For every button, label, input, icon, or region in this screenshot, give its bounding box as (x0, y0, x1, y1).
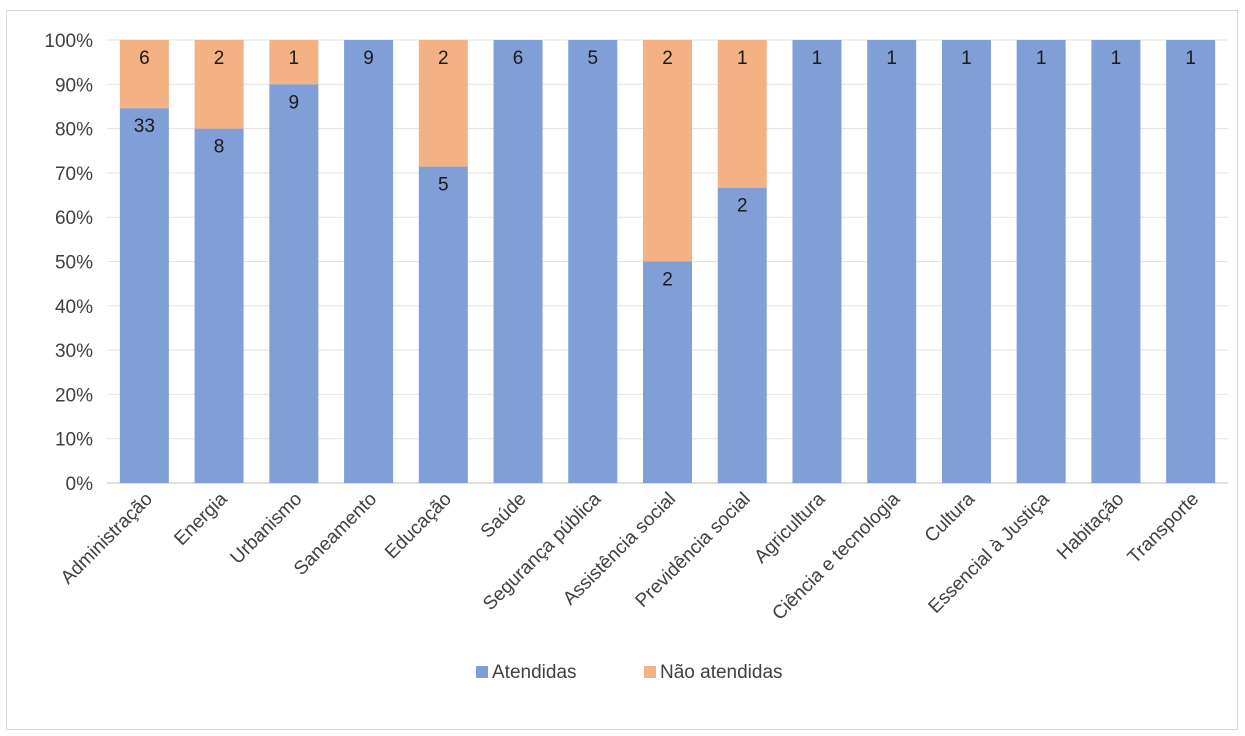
bar-segment-atendidas (195, 129, 244, 483)
bar-segment-atendidas (942, 40, 991, 483)
data-label: 2 (438, 48, 449, 69)
x-category-label: Habitação (1053, 489, 1128, 564)
y-tick-label: 20% (55, 385, 93, 406)
data-label: 1 (737, 48, 748, 69)
data-label: 2 (737, 196, 748, 217)
data-label: 9 (289, 92, 300, 113)
x-category-label: Educação (381, 489, 456, 564)
data-label: 1 (961, 48, 972, 69)
legend: Atendidas Não atendidas (476, 662, 783, 683)
bar-segment-nao-atendidas (643, 40, 692, 262)
data-label: 1 (289, 48, 300, 69)
bar-segment-atendidas (494, 40, 543, 483)
y-tick-label: 40% (55, 297, 93, 318)
bar-segment-atendidas (344, 40, 393, 483)
bars (120, 40, 1215, 483)
y-tick-label: 90% (55, 75, 93, 96)
bar-segment-atendidas (643, 262, 692, 484)
bar-segment-atendidas (120, 108, 169, 483)
data-label: 2 (662, 270, 673, 291)
data-label: 6 (139, 48, 150, 69)
y-tick-label: 70% (55, 164, 93, 185)
data-label: 2 (662, 48, 673, 69)
x-category-label: Saúde (477, 489, 531, 543)
data-label: 33 (134, 116, 155, 137)
data-label: 2 (214, 48, 225, 69)
data-label: 6 (513, 48, 524, 69)
bar-segment-atendidas (1017, 40, 1066, 483)
x-category-label: Urbanismo (227, 489, 307, 569)
legend-label: Atendidas (492, 662, 577, 683)
bar-segment-atendidas (718, 188, 767, 483)
x-category-label: Cultura (921, 488, 979, 546)
data-label: 8 (214, 137, 225, 158)
y-tick-label: 30% (55, 341, 93, 362)
y-tick-label: 50% (55, 253, 93, 274)
bar-segment-atendidas (419, 167, 468, 483)
data-label: 9 (363, 48, 374, 69)
data-label: 1 (1111, 48, 1122, 69)
x-category-label: Energia (170, 488, 231, 549)
x-category-label: Ciência e tecnologia (768, 488, 904, 624)
x-category-label: Agricultura (750, 488, 829, 567)
data-label: 1 (1036, 48, 1047, 69)
data-label: 5 (587, 48, 598, 69)
bar-segment-atendidas (792, 40, 841, 483)
legend-label: Não atendidas (660, 662, 783, 683)
y-tick-label: 10% (55, 430, 93, 451)
bar-segment-atendidas (867, 40, 916, 483)
data-label: 5 (438, 175, 449, 196)
bar-segment-atendidas (1166, 40, 1215, 483)
y-tick-label: 80% (55, 120, 93, 141)
data-label: 1 (886, 48, 897, 69)
legend-swatch (476, 666, 488, 678)
bar-segment-atendidas (1091, 40, 1140, 483)
bar-segment-atendidas (568, 40, 617, 483)
y-tick-label: 100% (44, 31, 93, 52)
data-label: 1 (1185, 48, 1196, 69)
y-tick-label: 0% (66, 474, 94, 495)
legend-swatch (644, 666, 656, 678)
bar-segment-atendidas (269, 84, 318, 483)
y-tick-label: 60% (55, 208, 93, 229)
data-label: 1 (812, 48, 823, 69)
x-category-label: Transporte (1124, 489, 1203, 568)
x-category-label: Administração (57, 489, 157, 589)
